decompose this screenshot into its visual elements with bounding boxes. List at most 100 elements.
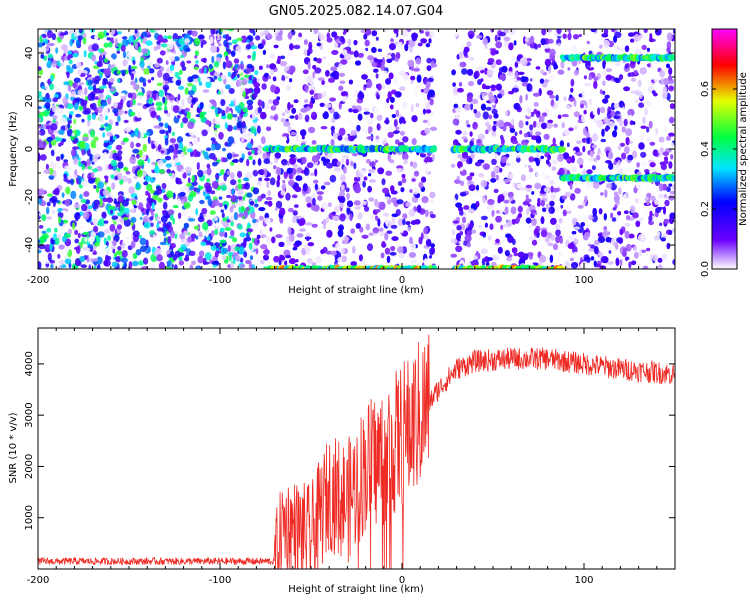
heatmap-cell <box>349 213 353 221</box>
heatmap-cell <box>311 262 317 266</box>
heatmap-cell <box>128 64 132 73</box>
heatmap-cell <box>243 210 249 219</box>
heatmap-cell <box>586 136 591 144</box>
heatmap-cell <box>338 127 346 136</box>
heatmap-cell <box>178 85 185 90</box>
heatmap-cell <box>593 76 599 81</box>
heatmap-cell <box>38 66 42 71</box>
heatmap-cell <box>294 240 302 246</box>
heatmap-cell <box>206 167 212 176</box>
heatmap-cell <box>183 230 190 236</box>
heatmap-cell <box>59 32 66 36</box>
heatmap-cell <box>110 209 113 215</box>
heatmap-cell <box>669 103 675 110</box>
heatmap-cell <box>589 150 594 158</box>
heatmap-cell <box>361 74 368 80</box>
heatmap-cell <box>598 208 603 215</box>
heatmap-cell <box>469 172 475 177</box>
heatmap-cell <box>293 44 301 50</box>
heatmap-cell <box>549 95 556 99</box>
heatmap-cell <box>74 169 78 176</box>
heatmap-cell <box>652 149 659 157</box>
heatmap-cell <box>547 242 554 247</box>
heatmap-cell <box>54 38 58 46</box>
heatmap-cell <box>47 252 52 262</box>
heatmap-cell <box>603 213 607 221</box>
heatmap-cell <box>83 50 87 58</box>
heatmap-cell <box>167 260 172 267</box>
heatmap-cell <box>139 245 148 253</box>
heatmap-cell <box>52 115 58 120</box>
heatmap-cell <box>199 102 204 110</box>
heatmap-cell <box>397 181 403 186</box>
heatmap-cell <box>345 158 350 166</box>
heatmap-cell <box>518 213 522 218</box>
heatmap-cell <box>606 183 613 189</box>
heatmap-cell <box>264 177 270 182</box>
heatmap-cell <box>256 239 260 244</box>
heatmap-cell <box>555 94 559 102</box>
heatmap-cell <box>541 122 547 129</box>
heatmap-cell <box>198 250 205 257</box>
heatmap-cell <box>316 191 324 195</box>
heatmap-cell <box>105 177 109 184</box>
heatmap-cell <box>164 137 169 146</box>
heatmap-cell <box>64 165 71 171</box>
heatmap-cell <box>590 256 595 261</box>
heatmap-cell <box>93 136 99 142</box>
heatmap-cell <box>428 38 432 44</box>
heatmap-cell <box>256 125 261 134</box>
heatmap-cell <box>44 102 51 109</box>
heatmap-cell <box>306 258 313 264</box>
heatmap-cell <box>269 177 276 186</box>
heatmap-cell <box>230 229 235 237</box>
heatmap-cell <box>109 64 114 69</box>
heatmap-cell <box>46 206 50 215</box>
heatmap-cell <box>384 247 391 255</box>
heatmap-cell <box>397 246 404 254</box>
heatmap-cell <box>345 187 350 193</box>
heatmap-cell <box>142 143 147 152</box>
heatmap-cell <box>591 235 598 240</box>
heatmap-cell <box>289 115 295 119</box>
heatmap-cell <box>139 237 147 246</box>
heatmap-cell <box>287 185 292 191</box>
heatmap-cell <box>75 245 81 255</box>
heatmap-cell <box>177 198 181 207</box>
heatmap-cell <box>198 81 203 86</box>
heatmap-cell <box>202 222 209 231</box>
heatmap-cell <box>60 264 67 269</box>
heatmap-cell <box>386 255 391 264</box>
heatmap-cell <box>74 212 81 220</box>
heatmap-cell <box>103 58 109 63</box>
heatmap-cell <box>187 76 193 83</box>
heatmap-cell <box>408 252 417 258</box>
heatmap-cell <box>156 254 163 262</box>
heatmap-cell <box>166 190 174 199</box>
heatmap-cell <box>140 132 145 138</box>
heatmap-cell <box>649 33 653 39</box>
heatmap-cell <box>262 49 266 55</box>
heatmap-cell <box>373 68 379 73</box>
heatmap-cell <box>142 152 147 161</box>
heatmap-cell <box>267 75 271 79</box>
heatmap-cell <box>45 83 49 91</box>
heatmap-cell <box>59 59 63 63</box>
heatmap-cell <box>283 121 291 127</box>
heatmap-cell <box>366 243 374 252</box>
heatmap-cell <box>294 114 299 121</box>
heatmap-cell <box>646 247 651 252</box>
heatmap-cell <box>363 176 368 181</box>
heatmap-cell <box>267 190 272 197</box>
heatmap-cell <box>42 42 45 46</box>
heatmap-cell <box>549 179 555 186</box>
heatmap-cell <box>455 245 463 253</box>
heatmap-cell <box>219 108 223 114</box>
heatmap-cell <box>610 110 616 117</box>
heatmap-cell <box>225 33 230 42</box>
heatmap-cell <box>117 161 124 169</box>
heatmap-cell <box>260 234 267 239</box>
heatmap-cell <box>144 103 151 108</box>
heatmap-cell <box>230 179 237 186</box>
heatmap-cell <box>519 130 523 135</box>
